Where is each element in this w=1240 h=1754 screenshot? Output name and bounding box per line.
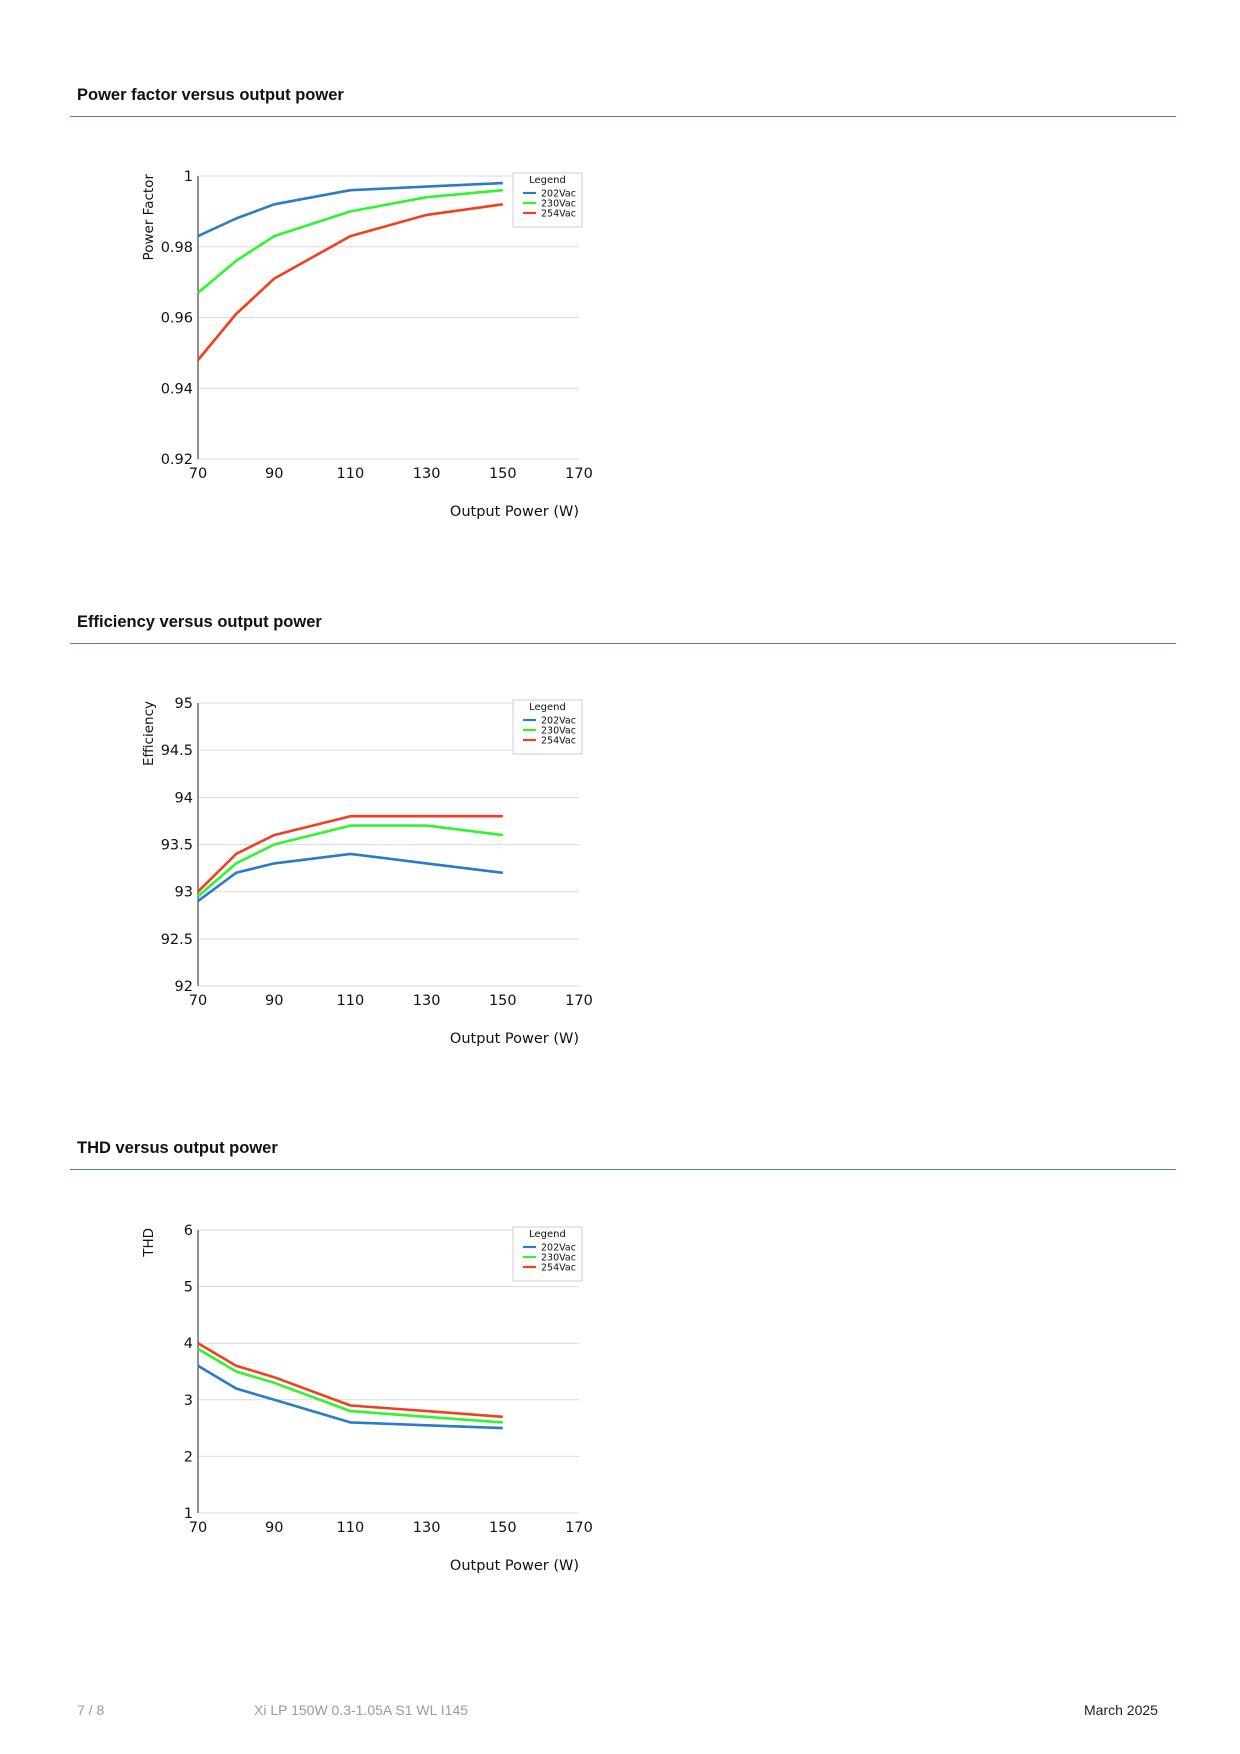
y-tick-label: 3 [184,1393,193,1409]
y-tick-label: 1 [184,169,193,185]
y-tick-label: 94 [175,790,193,806]
y-tick-label: 94.5 [161,743,193,759]
y-tick-label: 93 [175,885,193,901]
x-tick-label: 70 [189,466,207,482]
legend-label-254Vac: 254Vac [541,1263,576,1274]
x-tick-label: 170 [565,993,593,1009]
x-tick-label: 130 [413,466,441,482]
x-tick-label: 90 [265,993,283,1009]
legend-label-230Vac: 230Vac [541,199,576,210]
x-tick-label: 90 [265,466,283,482]
y-tick-label: 4 [184,1336,193,1352]
series-line-202Vac [197,1364,503,1430]
section-title: Efficiency versus output power [77,613,322,631]
series-line-230Vac [197,188,503,294]
x-tick-label: 110 [337,1520,365,1536]
y-tick-label: 5 [184,1280,193,1296]
y-tick-label: 95 [175,696,193,712]
series-line-202Vac [197,181,503,238]
footer-date: March 2025 [1084,1702,1158,1718]
legend-box [512,1226,583,1282]
x-tick-label: 70 [189,993,207,1009]
x-tick-label: 170 [565,1520,593,1536]
x-tick-label: 70 [189,1520,207,1536]
x-tick-label: 130 [413,1520,441,1536]
y-tick-label: 0.92 [161,452,193,468]
legend-label-202Vac: 202Vac [541,716,576,727]
legend-title: Legend [529,702,566,713]
x-tick-label: 150 [489,993,517,1009]
x-axis-title: Output Power (W) [450,1031,579,1047]
x-axis-title: Output Power (W) [450,504,579,520]
section-divider [70,643,1176,644]
series-line-230Vac [197,1347,503,1424]
section-divider [70,116,1176,117]
section-divider [70,1169,1176,1170]
legend-box [512,699,583,755]
legend-label-230Vac: 230Vac [541,726,576,737]
legend-label-202Vac: 202Vac [541,1243,576,1254]
y-axis-title: THD [141,1228,157,1258]
x-tick-label: 110 [337,993,365,1009]
legend-label-230Vac: 230Vac [541,1253,576,1264]
y-tick-label: 0.98 [161,240,193,256]
series-line-254Vac [197,1342,503,1419]
y-tick-label: 92.5 [161,932,193,948]
x-tick-label: 170 [565,466,593,482]
section-title: THD versus output power [77,1139,278,1157]
footer-product-name: Xi LP 150W 0.3-1.05A S1 WL I145 [254,1702,469,1718]
legend-box [512,172,583,228]
x-tick-label: 150 [489,1520,517,1536]
series-line-254Vac [196,203,503,361]
y-axis-title: Efficiency [141,701,157,766]
y-tick-label: 6 [184,1223,193,1239]
legend-title: Legend [529,175,566,186]
y-tick-label: 92 [175,979,193,995]
legend-label-202Vac: 202Vac [541,189,576,200]
x-tick-label: 90 [265,1520,283,1536]
y-tick-label: 2 [184,1449,193,1465]
section-title: Power factor versus output power [77,86,344,104]
footer-page-number: 7 / 8 [77,1702,105,1718]
legend-label-254Vac: 254Vac [541,736,576,747]
x-tick-label: 110 [337,466,365,482]
x-tick-label: 130 [413,993,441,1009]
y-tick-label: 93.5 [161,838,193,854]
series-line-230Vac [197,824,503,898]
series-line-254Vac [197,814,503,893]
legend-label-254Vac: 254Vac [541,209,576,220]
y-axis-title: Power Factor [141,174,157,261]
y-tick-label: 0.96 [161,311,193,327]
y-tick-label: 0.94 [161,381,193,397]
series-line-202Vac [197,852,503,903]
x-tick-label: 150 [489,466,517,482]
legend-title: Legend [529,1229,566,1240]
y-tick-label: 1 [184,1506,193,1522]
x-axis-title: Output Power (W) [450,1558,579,1574]
